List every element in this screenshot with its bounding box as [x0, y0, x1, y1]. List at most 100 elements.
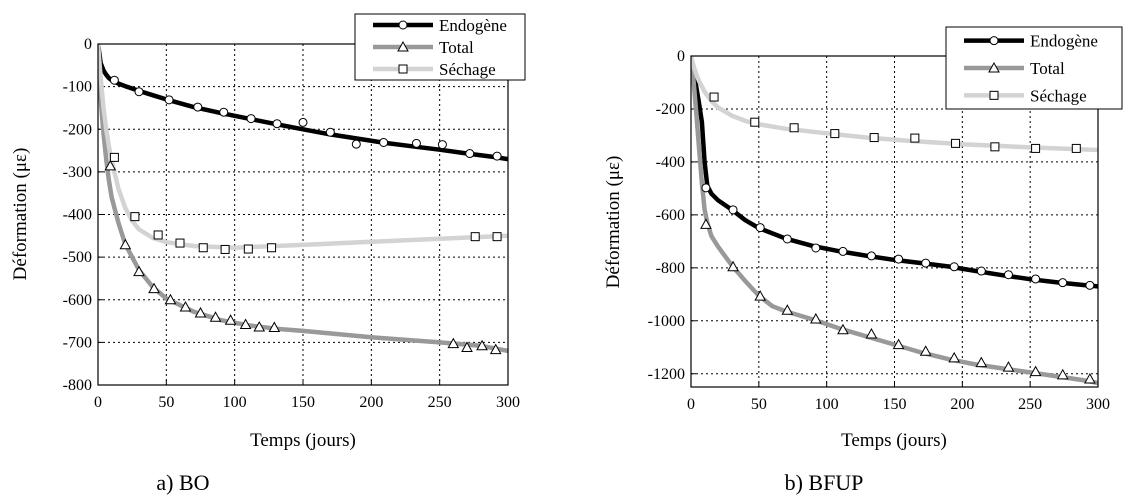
x-axis-title: Temps (jours) — [250, 430, 356, 451]
x-tick-label: 50 — [158, 394, 174, 411]
legend-label-0: Endogène — [1030, 32, 1098, 51]
series-1-marker — [1056, 368, 1069, 380]
x-tick-label: 150 — [883, 396, 907, 413]
series-1-marker — [164, 293, 177, 305]
series-0-marker — [325, 127, 335, 137]
series-0-marker — [1085, 280, 1095, 290]
series-0-marker — [193, 102, 203, 112]
x-tick-label: 200 — [950, 396, 974, 413]
series-0-marker — [811, 243, 821, 253]
series-2-marker — [130, 212, 140, 222]
series-1-marker — [148, 282, 160, 294]
legend-marker-2 — [989, 90, 999, 100]
legend-marker-0 — [989, 36, 999, 46]
x-tick-label: 50 — [751, 396, 767, 413]
chart-caption: b) BFUP — [785, 470, 864, 495]
y-tick-label: -600 — [63, 292, 92, 309]
series-2-marker — [492, 232, 502, 242]
series-1-marker — [133, 265, 145, 277]
y-axis-title: Déformation (με) — [603, 156, 624, 289]
y-tick-label: -200 — [656, 101, 685, 118]
series-1-marker — [179, 300, 192, 312]
x-tick-label: 100 — [815, 396, 839, 413]
legend-marker-1 — [397, 40, 409, 52]
x-tick-label: 100 — [223, 394, 247, 411]
series-1-marker — [224, 314, 237, 325]
y-tick-label: -500 — [63, 249, 92, 266]
series-0-marker — [465, 149, 475, 159]
legend-label-0: Endogène — [439, 16, 507, 35]
plot-frame — [97, 43, 509, 386]
plot-frame — [690, 55, 1099, 388]
series-1-marker — [461, 341, 473, 352]
series-0-marker — [246, 114, 256, 124]
legend-marker-2 — [398, 64, 408, 74]
series-1-marker — [948, 351, 961, 363]
series-0-marker — [379, 137, 389, 147]
series-0-marker — [219, 107, 229, 117]
legend-label-1: Total — [1030, 59, 1065, 78]
series-2-marker — [243, 244, 253, 254]
series-1-marker — [754, 290, 767, 301]
chart-bo: 0 50 100 150 200 250 300 0 -100 -200 -300 -400 -500 -… — [10, 13, 526, 495]
series-1-marker — [253, 321, 266, 332]
y-tick-label: -200 — [63, 121, 92, 138]
chart-caption: a) BO — [156, 470, 209, 495]
series-1-marker — [1084, 373, 1096, 384]
y-tick-label: -600 — [656, 207, 685, 224]
series-0-marker — [437, 140, 447, 150]
series-group — [98, 44, 508, 355]
series-1-marker — [119, 238, 132, 250]
y-tick-label: -400 — [656, 154, 685, 171]
series-1-marker — [1029, 365, 1042, 377]
series-0-marker — [1003, 270, 1013, 280]
series-2-marker — [750, 117, 760, 127]
series-0-marker — [1031, 274, 1041, 284]
legend-marker-0 — [398, 20, 408, 30]
series-0-marker — [728, 205, 738, 215]
series-1-marker — [268, 321, 281, 332]
series-0-marker — [351, 139, 361, 149]
y-tick-label: 0 — [677, 48, 685, 65]
y-tick-label: -800 — [63, 377, 92, 394]
series-2-marker — [1031, 143, 1041, 153]
y-tick-label: -1000 — [648, 313, 685, 330]
legend-label-1: Total — [439, 38, 474, 57]
series-0-marker — [492, 151, 502, 161]
series-1-marker — [489, 343, 502, 355]
series-0-marker — [1058, 278, 1068, 288]
series-2-marker — [109, 152, 119, 162]
series-0-marker — [782, 234, 792, 244]
series-2-marker — [267, 243, 277, 253]
series-1-marker — [837, 323, 849, 335]
series-2-marker — [869, 133, 879, 143]
series-0-marker — [411, 138, 421, 148]
series-0-marker — [164, 95, 174, 105]
series-0-marker — [949, 262, 959, 272]
legend-label-2: Séchage — [439, 60, 496, 79]
series-2-marker — [153, 230, 163, 240]
series-1-marker — [1002, 361, 1015, 372]
x-tick-label: 250 — [1018, 396, 1042, 413]
y-tick-label: -400 — [63, 207, 92, 224]
series-1-marker — [975, 356, 988, 368]
series-0-marker — [976, 266, 986, 276]
y-tick-label: -300 — [63, 164, 92, 181]
series-0-marker — [755, 223, 765, 233]
x-tick-label: 0 — [687, 396, 695, 413]
series-1-marker — [809, 312, 822, 324]
series-2-marker — [175, 238, 185, 248]
series-1-marker — [700, 218, 712, 229]
x-tick-label: 250 — [428, 394, 452, 411]
series-1-marker — [727, 260, 739, 272]
series-2-marker — [910, 133, 920, 143]
series-2-marker — [789, 123, 799, 133]
x-tick-label: 0 — [94, 394, 102, 411]
series-2-marker — [198, 243, 208, 253]
x-tick-label: 150 — [291, 394, 315, 411]
x-tick-label: 200 — [359, 394, 383, 411]
series-group — [691, 56, 1098, 386]
y-tick-label: -100 — [63, 79, 92, 96]
x-tick-label: 300 — [1086, 396, 1110, 413]
